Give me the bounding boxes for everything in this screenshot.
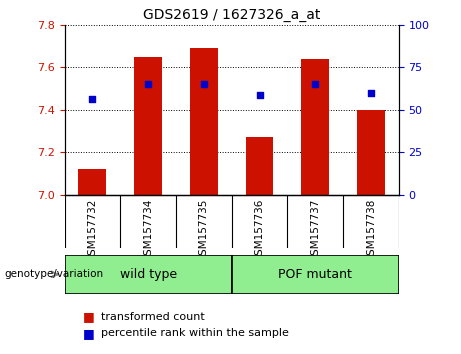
Point: [200, 81, 207, 87]
Text: GSM157737: GSM157737: [310, 199, 320, 262]
Text: GSM157734: GSM157734: [143, 199, 153, 262]
Bar: [134, 57, 162, 195]
Text: transformed count: transformed count: [101, 312, 205, 322]
Point: [256, 92, 263, 98]
Point: [312, 81, 319, 87]
Bar: [301, 59, 329, 195]
Text: GSM157732: GSM157732: [88, 199, 97, 262]
Bar: [357, 110, 385, 195]
Point: [144, 81, 152, 87]
Bar: [65, 255, 231, 294]
Point: [367, 90, 375, 96]
Point: [89, 96, 96, 102]
Text: GSM157738: GSM157738: [366, 199, 376, 262]
Title: GDS2619 / 1627326_a_at: GDS2619 / 1627326_a_at: [143, 8, 320, 22]
Text: POF mutant: POF mutant: [278, 268, 352, 281]
Bar: [78, 169, 106, 195]
Text: genotype/variation: genotype/variation: [5, 269, 104, 279]
Bar: [231, 255, 399, 294]
Text: percentile rank within the sample: percentile rank within the sample: [101, 329, 290, 338]
Text: ■: ■: [83, 327, 99, 340]
Bar: [246, 137, 273, 195]
Text: wild type: wild type: [119, 268, 177, 281]
Text: GSM157735: GSM157735: [199, 199, 209, 262]
Bar: [190, 48, 218, 195]
Text: ■: ■: [83, 310, 99, 323]
Text: GSM157736: GSM157736: [254, 199, 265, 262]
